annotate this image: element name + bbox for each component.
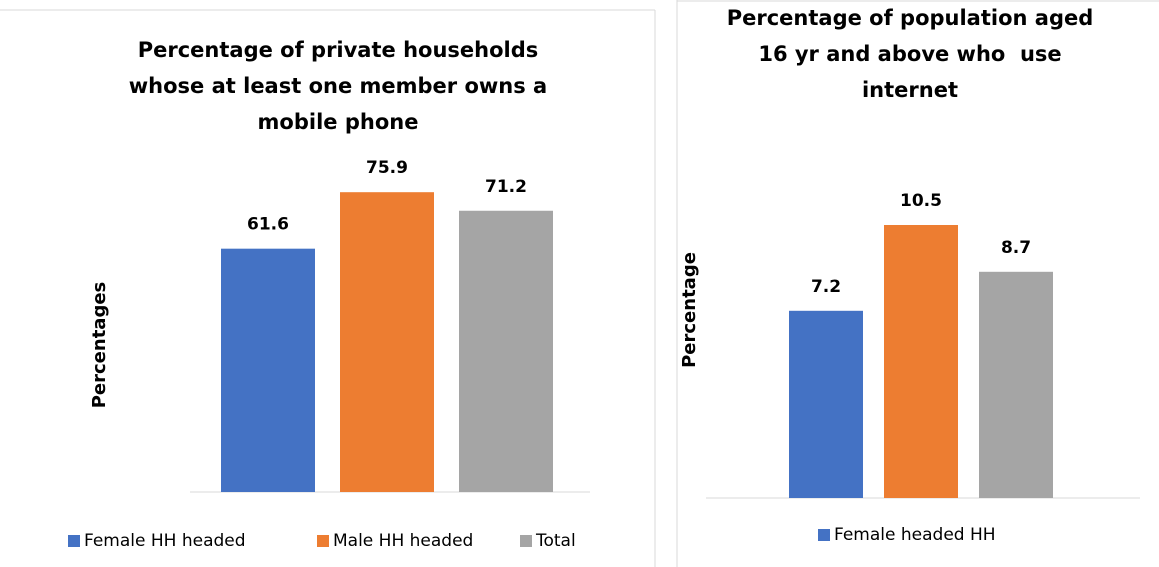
- bar: [459, 210, 553, 492]
- legend-swatch: [317, 535, 329, 547]
- legend-label: Total: [535, 531, 576, 551]
- legend-swatch: [68, 535, 80, 547]
- value-label: 71.2: [485, 177, 527, 197]
- bar: [221, 248, 315, 492]
- chart-title: Percentage of population aged 16 yr and …: [726, 6, 1101, 102]
- legend-label: Male HH headed: [333, 531, 473, 551]
- value-label: 61.6: [247, 215, 289, 235]
- bar: [884, 225, 958, 498]
- value-label: 7.2: [811, 277, 841, 297]
- bar: [340, 192, 434, 492]
- legend-swatch: [818, 529, 830, 541]
- y-axis-label: Percentages: [89, 282, 110, 409]
- y-axis-label: Percentage: [679, 252, 700, 368]
- bar: [979, 271, 1053, 498]
- value-label: 8.7: [1001, 238, 1031, 258]
- value-label: 75.9: [366, 158, 408, 178]
- bar: [789, 310, 863, 498]
- legend-swatch: [520, 535, 532, 547]
- legend-label: Female headed HH: [834, 525, 996, 545]
- legend-label: Female HH headed: [84, 531, 246, 551]
- chart-title: Percentage of private households whose a…: [128, 38, 555, 134]
- value-label: 10.5: [900, 191, 942, 211]
